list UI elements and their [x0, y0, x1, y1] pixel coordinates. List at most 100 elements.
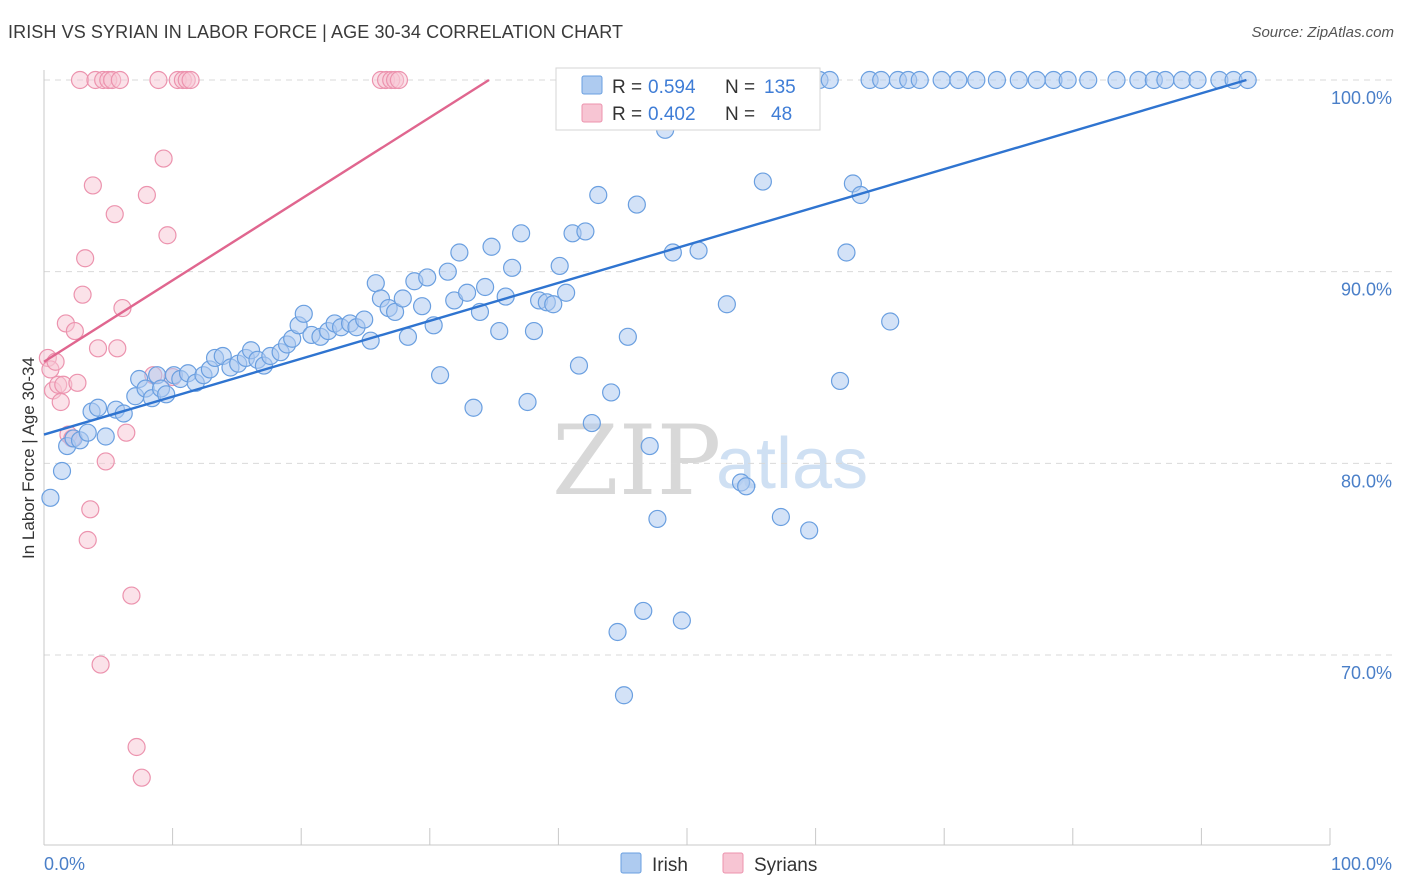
watermark: ZIP atlas — [552, 405, 868, 517]
stats-legend: R = 0.594 N = 135 R = 0.402 N = 48 — [555, 67, 821, 131]
syrians-point — [110, 70, 129, 90]
irish-point — [1107, 70, 1126, 90]
irish-point — [689, 241, 708, 260]
syrians-point — [137, 185, 156, 205]
y-axis-label: In Labor Force | Age 30-34 — [19, 357, 38, 559]
irish-point — [41, 488, 60, 507]
irish-r-label: R = — [612, 77, 642, 98]
syrians-n-label: N = — [725, 104, 755, 125]
irish-point — [1079, 70, 1098, 90]
irish-point — [1156, 70, 1175, 90]
irish-point — [398, 327, 418, 346]
syrians-n-value: 48 — [771, 104, 792, 125]
syrians-point — [73, 285, 92, 304]
irish-point — [837, 243, 856, 262]
irish-point — [569, 356, 589, 375]
irish-point — [753, 172, 772, 191]
irish-point — [634, 601, 653, 621]
syrians-point — [51, 392, 70, 412]
irish-point — [518, 392, 537, 412]
irish-point — [737, 477, 756, 496]
irish-point — [88, 398, 108, 417]
irish-point — [464, 398, 483, 417]
chart-title: IRISH VS SYRIAN IN LABOR FORCE | AGE 30-… — [8, 22, 624, 42]
irish-point — [576, 222, 595, 241]
irish-point — [830, 371, 850, 391]
irish-point — [482, 237, 501, 256]
syrians-point — [181, 70, 200, 90]
chart-source: Source: ZipAtlas.com — [1251, 24, 1394, 41]
irish-point — [672, 611, 691, 630]
irish-point — [52, 461, 72, 481]
syrians-point — [122, 586, 141, 605]
y-tick-label: 90.0% — [1341, 280, 1392, 300]
y-tick-label: 70.0% — [1341, 663, 1392, 683]
irish-point — [602, 383, 621, 402]
irish-points — [41, 70, 1257, 705]
irish-point — [430, 366, 450, 385]
irish-point — [512, 224, 531, 243]
irish-point — [393, 289, 412, 308]
irish-point — [1188, 70, 1207, 90]
syrians-trend-line — [43, 78, 490, 363]
syrians-point — [70, 70, 90, 90]
irish-point — [932, 70, 951, 90]
irish-series-swatch — [620, 852, 642, 874]
syrians-point — [132, 768, 151, 787]
x-tick-label-min: 0.0% — [44, 854, 85, 874]
irish-point — [614, 686, 634, 705]
syrians-point — [105, 205, 124, 224]
irish-point — [457, 283, 477, 302]
irish-point — [1009, 70, 1028, 90]
irish-n-value: 135 — [764, 77, 796, 98]
irish-point — [640, 436, 659, 456]
syrians-point — [83, 176, 102, 195]
irish-r-value: 0.594 — [648, 77, 696, 98]
trend-lines — [43, 78, 1247, 436]
irish-point — [881, 312, 900, 331]
irish-point — [294, 304, 313, 323]
irish-point — [627, 195, 646, 214]
irish-point — [800, 521, 819, 540]
irish-point — [503, 258, 522, 277]
irish-point — [524, 321, 544, 341]
irish-point — [1238, 70, 1257, 90]
irish-point — [717, 295, 736, 314]
syrians-series-swatch — [722, 852, 744, 874]
irish-point — [475, 277, 495, 297]
irish-point — [412, 297, 432, 316]
irish-point — [648, 509, 667, 529]
irish-point — [385, 302, 405, 322]
syrians-r-value: 0.402 — [648, 104, 696, 125]
syrians-point — [158, 226, 177, 245]
irish-point — [872, 70, 891, 90]
syrians-point — [81, 500, 100, 519]
syrians-point — [68, 373, 87, 392]
watermark-atlas: atlas — [716, 424, 868, 504]
irish-point — [96, 427, 115, 446]
syrians-point — [78, 530, 97, 550]
watermark-zip: ZIP — [552, 405, 721, 517]
irish-point — [557, 283, 576, 302]
irish-point — [366, 274, 385, 293]
x-tick-label-max: 100.0% — [1331, 854, 1392, 874]
syrians-legend-swatch — [581, 103, 603, 123]
irish-point — [967, 70, 986, 90]
irish-point — [608, 622, 627, 642]
irish-point — [355, 310, 374, 329]
syrians-point — [65, 321, 84, 341]
irish-point — [550, 256, 569, 276]
irish-point — [490, 321, 509, 341]
syrians-point — [88, 339, 108, 358]
syrians-point — [117, 423, 136, 442]
syrians-point — [108, 339, 127, 358]
syrians-point — [154, 149, 173, 168]
syrians-point — [96, 452, 115, 471]
irish-point — [910, 70, 929, 90]
y-tick-label: 80.0% — [1341, 471, 1392, 491]
syrians-point — [91, 655, 110, 674]
irish-point — [1129, 70, 1148, 90]
x-axis-ticks — [43, 828, 1331, 845]
irish-point — [618, 327, 637, 346]
